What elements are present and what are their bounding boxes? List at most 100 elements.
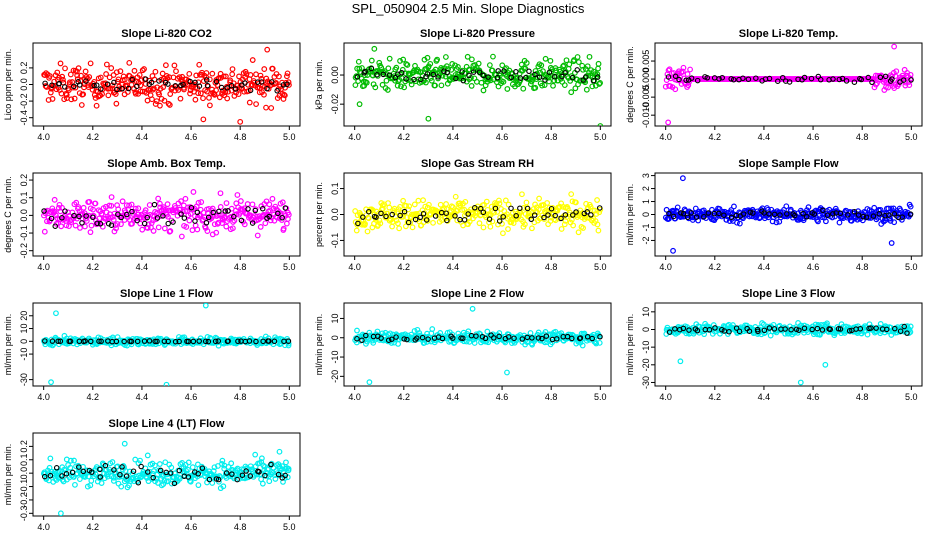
data-point — [268, 461, 274, 468]
data-point — [685, 82, 692, 89]
data-point — [42, 338, 48, 344]
data-point — [595, 65, 601, 72]
data-point — [490, 53, 496, 60]
data-point — [181, 86, 187, 93]
data-point — [891, 43, 898, 50]
data-point — [719, 74, 725, 81]
data-point — [740, 211, 747, 217]
data-point — [755, 328, 761, 335]
data-point — [398, 83, 404, 90]
data-point — [110, 474, 117, 481]
data-point — [128, 81, 135, 88]
data-point — [67, 71, 74, 78]
data-point — [542, 55, 549, 62]
data-point — [235, 338, 241, 345]
data-point — [596, 81, 603, 87]
data-point — [569, 74, 576, 81]
data-point — [411, 76, 417, 83]
data-point — [671, 208, 677, 215]
data-point — [204, 228, 211, 234]
data-point — [590, 78, 597, 84]
x-tick-label: 4.2 — [398, 392, 411, 402]
data-point — [110, 477, 117, 484]
data-point — [222, 89, 229, 96]
data-point — [425, 115, 432, 122]
data-point — [253, 101, 259, 108]
data-point — [139, 226, 146, 233]
data-point — [672, 326, 678, 332]
data-point — [830, 76, 836, 82]
data-point — [779, 74, 786, 81]
data-point — [141, 66, 147, 72]
data-point — [505, 201, 512, 208]
data-point — [801, 325, 808, 332]
data-point — [118, 221, 124, 228]
data-point — [217, 190, 224, 197]
data-point — [688, 210, 695, 216]
data-point — [363, 332, 369, 339]
data-point — [665, 74, 672, 80]
data-point — [414, 335, 420, 341]
data-point — [239, 472, 246, 478]
x-tick-label: 4.2 — [398, 132, 411, 142]
data-point — [186, 70, 193, 77]
data-point — [71, 457, 77, 464]
data-point — [152, 338, 158, 345]
data-point — [256, 469, 262, 475]
data-point — [485, 339, 492, 346]
y-tick-label: 0.2 — [19, 174, 29, 187]
data-point — [141, 338, 148, 344]
data-point — [824, 320, 830, 327]
data-point — [372, 84, 379, 91]
y-tick-label: 0.005 — [641, 50, 651, 73]
data-point — [907, 323, 914, 330]
data-point — [258, 455, 265, 462]
data-point — [154, 338, 160, 345]
data-point — [63, 222, 70, 229]
y-tick-label: 0.0 — [19, 78, 29, 91]
data-point — [142, 76, 149, 82]
y-tick-label: -0.010 — [641, 102, 651, 128]
data-point — [49, 96, 56, 102]
data-point — [907, 71, 914, 78]
y-tick-label: 10 — [330, 313, 340, 323]
data-point — [466, 72, 472, 79]
y-tick-label: -30 — [641, 376, 651, 389]
data-point — [505, 334, 512, 340]
data-point — [388, 336, 395, 342]
data-point — [223, 223, 230, 230]
data-point — [389, 211, 395, 218]
data-point — [71, 83, 77, 90]
data-point — [67, 457, 74, 464]
data-point — [151, 201, 158, 208]
data-point — [111, 210, 118, 217]
data-point — [678, 81, 685, 87]
data-point — [666, 210, 672, 217]
data-point — [261, 66, 268, 72]
data-point — [166, 102, 173, 108]
data-points — [41, 189, 292, 240]
data-point — [237, 118, 244, 125]
data-point — [276, 448, 283, 455]
data-point — [574, 54, 581, 60]
data-point — [788, 326, 794, 333]
data-point — [150, 85, 157, 92]
x-tick-label: 5.0 — [283, 132, 296, 142]
data-point — [162, 62, 169, 69]
data-point — [244, 201, 251, 207]
y-tick-label: -0.02 — [330, 94, 340, 115]
data-point — [740, 75, 746, 82]
data-point — [508, 74, 515, 81]
data-point — [547, 57, 554, 64]
data-point — [728, 76, 734, 82]
data-point — [900, 77, 907, 83]
data-point — [716, 76, 722, 82]
data-point — [468, 56, 475, 63]
data-point — [796, 327, 802, 333]
data-point — [566, 61, 573, 68]
data-point — [108, 194, 115, 201]
data-point — [574, 67, 580, 73]
data-point — [373, 214, 379, 220]
data-point — [449, 335, 456, 341]
x-tick-label: 4.8 — [234, 522, 247, 532]
